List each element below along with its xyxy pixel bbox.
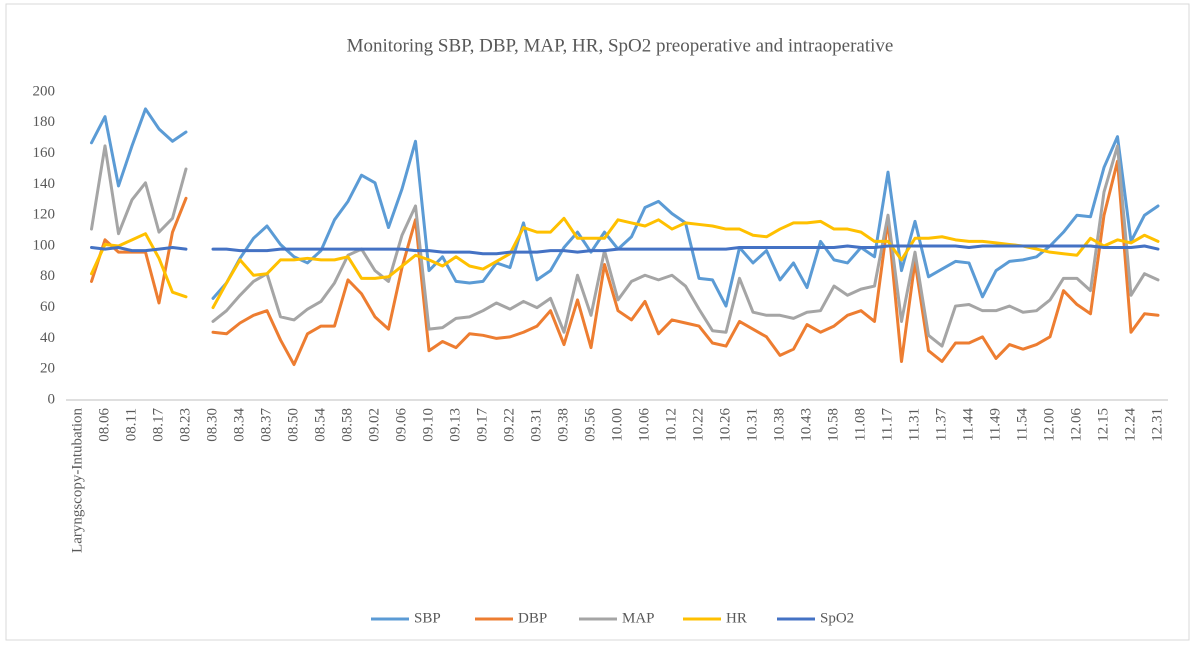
chart-title: Monitoring SBP, DBP, MAP, HR, SpO2 preop… [347, 35, 894, 56]
x-tick-label: 09.22 [501, 408, 517, 442]
x-tick-label: 11.37 [933, 408, 949, 442]
x-tick-label: 10.31 [744, 408, 760, 442]
series-line [90, 144, 188, 236]
x-tick-label: 10.22 [690, 408, 706, 442]
x-tick-label: 08.54 [312, 408, 328, 442]
legend-label: HR [726, 610, 747, 626]
x-tick-label: 11.54 [1014, 408, 1030, 442]
y-tick-label: 60 [40, 299, 55, 315]
y-tick-label: 200 [33, 83, 56, 99]
series-line [90, 107, 188, 188]
x-tick-label: 08.58 [339, 408, 355, 442]
y-tick-label: 80 [40, 268, 55, 284]
x-tick-label: 08.37 [258, 408, 274, 442]
series-line [211, 216, 1160, 310]
x-tick-label: 08.30 [204, 408, 220, 442]
y-tick-label: 140 [33, 176, 56, 192]
y-tick-label: 100 [33, 237, 56, 253]
x-tick-label: 08.23 [177, 408, 193, 442]
x-tick-label: 10.43 [798, 408, 814, 442]
x-tick-label: 10.00 [609, 408, 625, 442]
x-tick-label: 12.15 [1095, 408, 1111, 442]
x-tick-label: 12.24 [1122, 408, 1138, 442]
legend-label: DBP [518, 610, 547, 626]
y-tick-label: 120 [33, 207, 56, 223]
y-tick-label: 160 [33, 145, 56, 161]
x-tick-label: 09.02 [366, 408, 382, 442]
series-line [211, 244, 1160, 256]
x-tick-label: 11.31 [906, 408, 922, 441]
series-line [211, 144, 1160, 348]
x-tick-label: 08.34 [231, 408, 247, 442]
x-tick-label: 09.56 [582, 408, 598, 442]
series-line [90, 196, 188, 305]
x-tick-label: 10.58 [825, 408, 841, 442]
x-tick-label: 09.38 [555, 408, 571, 442]
x-tick-label: 09.06 [393, 408, 409, 442]
x-tick-label: 10.26 [717, 408, 733, 442]
legend-label: SBP [414, 610, 441, 626]
x-tick-label: 09.17 [474, 408, 490, 442]
legend-label: SpO2 [820, 610, 854, 626]
x-tick-label: 08.50 [285, 408, 301, 442]
y-tick-label: 180 [33, 114, 56, 130]
x-tick-label: 11.08 [852, 408, 868, 441]
x-tick-label: 10.06 [636, 408, 652, 442]
x-tick-label: Laryngscopy-Intubation [69, 408, 85, 553]
x-tick-label: 12.00 [1041, 408, 1057, 442]
x-tick-label: 08.06 [96, 408, 112, 442]
series-line [90, 246, 188, 253]
x-tick-label: 11.17 [879, 408, 895, 442]
x-tick-label: 09.13 [447, 408, 463, 442]
x-tick-label: 11.49 [987, 408, 1003, 441]
series-line [90, 232, 188, 299]
chart-border [5, 3, 1190, 641]
x-tick-label: 08.11 [123, 408, 139, 441]
x-tick-label: 11.44 [960, 408, 976, 442]
y-tick-label: 0 [48, 391, 56, 407]
x-tick-label: 09.31 [528, 408, 544, 442]
x-tick-label: 12.06 [1068, 408, 1084, 442]
legend-label: MAP [622, 610, 655, 626]
y-tick-label: 20 [40, 361, 55, 377]
series-line [211, 159, 1160, 367]
y-tick-label: 40 [40, 330, 55, 346]
x-tick-label: 10.38 [771, 408, 787, 442]
x-tick-label: 09.10 [420, 408, 436, 442]
x-tick-label: 08.17 [150, 408, 166, 442]
x-tick-label: 12.31 [1149, 408, 1165, 442]
x-tick-label: 10.12 [663, 408, 679, 442]
